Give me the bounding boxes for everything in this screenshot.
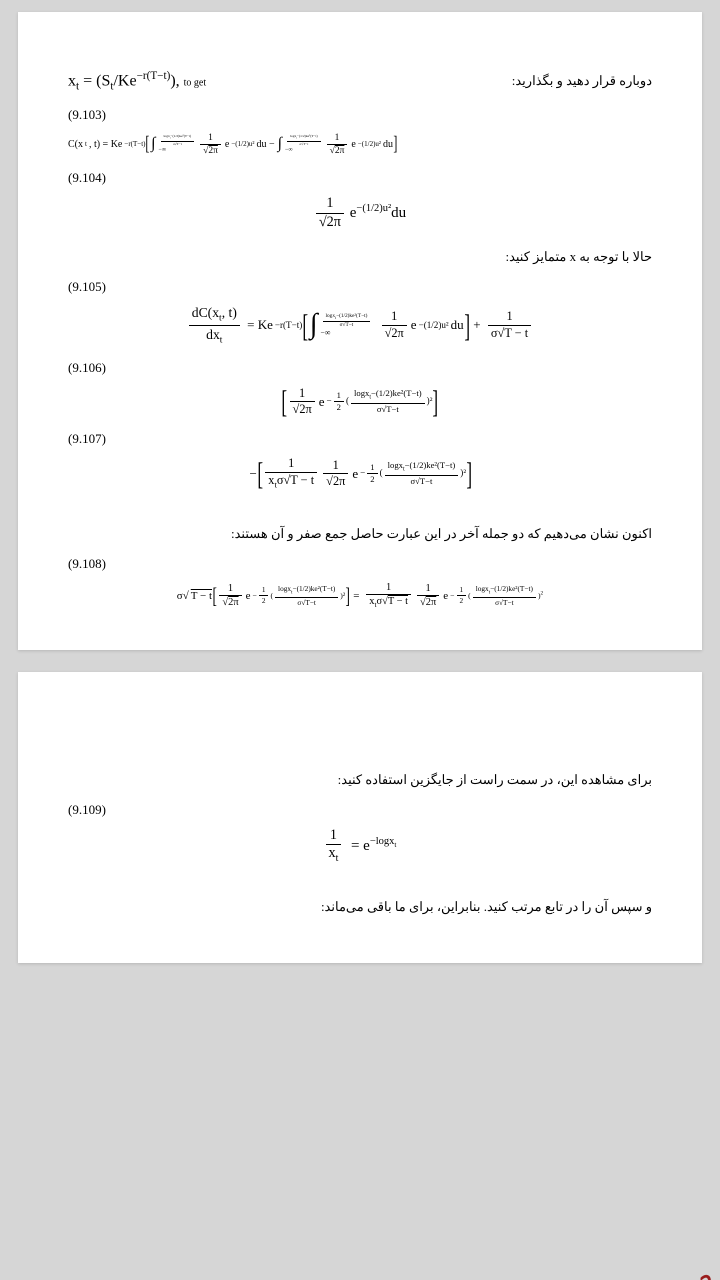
equation-number-104: (9.104): [68, 170, 652, 186]
to-get-label: to get: [184, 77, 207, 88]
equation-number-108: (9.108): [68, 556, 652, 572]
differentiate-note: حالا با توجه به x متمایز کنید:: [68, 249, 652, 265]
rtl-note-1: دوباره قرار دهید و بگذارید:: [512, 73, 652, 89]
equation-number-103: (9.103): [68, 107, 652, 123]
equation-104: 1√2π e−(1/2)u²du: [68, 196, 652, 230]
substitute-note: برای مشاهده این، در سمت راست از جایگزین …: [68, 772, 652, 788]
equation-number-107: (9.107): [68, 431, 652, 447]
equation-109: 1xt = e−logxt: [68, 828, 652, 865]
equation-number-109: (9.109): [68, 802, 652, 818]
equation-103: C(xt, t) = Ke−r(T−t) [ ∫logxt−(1/2)ke²(T…: [68, 133, 652, 157]
xt-definition-row: xt = (St/Ke−r(T−t)), to get دوباره قرار …: [68, 70, 652, 93]
document-page-2: برای مشاهده این، در سمت راست از جایگزین …: [18, 672, 702, 963]
equation-108: σ√T − t [ 1√2π e−12(logxt−(1/2)ke²(T−t)σ…: [68, 582, 652, 610]
xt-definition: xt = (St/Ke−r(T−t)), to get: [68, 70, 206, 93]
equation-105: dC(xt, t)dxt = Ke−r(T−t) [ ∫logxt−(1/2)k…: [68, 305, 652, 346]
remain-note: و سپس آن را در تابع مرتب کنید. بنابراین،…: [68, 899, 652, 915]
equation-106: [ 1√2π e−12(logxt−(1/2)ke²(T−t)σ√T−t)² ]: [68, 386, 652, 417]
equation-number-106: (9.106): [68, 360, 652, 376]
equation-number-105: (9.105): [68, 279, 652, 295]
document-page-1: xt = (St/Ke−r(T−t)), to get دوباره قرار …: [18, 12, 702, 650]
equation-107: − [ 1xtσ√T − t 1√2π e−12(logxt−(1/2)ke²(…: [68, 457, 652, 490]
zero-sum-note: اکنون نشان می‌دهیم که دو جمله آخر در این…: [68, 526, 652, 542]
divar-logo: دیوار: [690, 1274, 716, 1280]
